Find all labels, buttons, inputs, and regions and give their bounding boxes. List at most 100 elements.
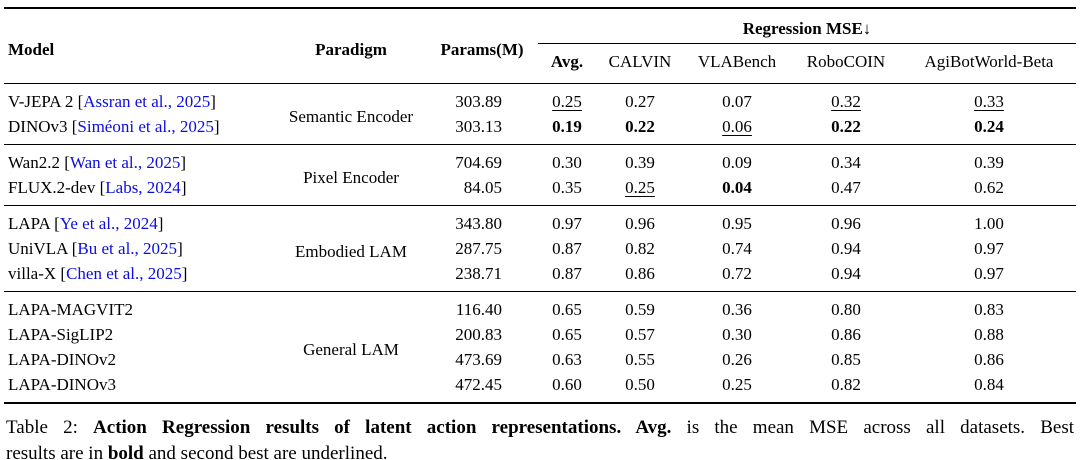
mse-avg-cell: 0.87 [552, 264, 582, 283]
mse-vlabench-cell: 0.30 [722, 325, 752, 344]
model-cell: LAPA-SigLIP2 [4, 322, 276, 347]
column-header-avg: Avg. [550, 52, 584, 71]
mse-robocoin-cell: 0.96 [831, 214, 861, 233]
model-cell: DINOv3 [Siméoni et al., 2025] [4, 114, 276, 145]
model-name: LAPA-DINOv3 [8, 375, 116, 394]
results-table: Model Paradigm Params(M) Regression MSE↓… [4, 7, 1077, 404]
mse-agibot-cell: 0.84 [974, 375, 1004, 394]
mse-vlabench-cell: 0.72 [722, 264, 752, 283]
table-row: LAPA-DINOv2 473.69 0.63 0.55 0.26 0.85 0… [4, 347, 1076, 372]
model-cell: Wan2.2 [Wan et al., 2025] [4, 145, 276, 176]
model-cell: LAPA-DINOv2 [4, 347, 276, 372]
table-row: UniVLA [Bu et al., 2025] 287.75 0.87 0.8… [4, 236, 1076, 261]
mse-vlabench-cell: 0.06 [722, 117, 752, 136]
table-row: FLUX.2-dev [Labs, 2024] 84.05 0.35 0.25 … [4, 175, 1076, 206]
mse-agibot-cell: 0.97 [974, 239, 1004, 258]
model-cell: villa-X [Chen et al., 2025] [4, 261, 276, 292]
mse-vlabench-cell: 0.09 [722, 153, 752, 172]
mse-calvin-cell: 0.96 [625, 214, 655, 233]
model-name: LAPA-SigLIP2 [8, 325, 114, 344]
mse-vlabench-cell: 0.36 [722, 300, 752, 319]
paradigm-cell: Pixel Encoder [303, 168, 399, 187]
caption-line-1: Table 2: Action Regression results of la… [6, 415, 1074, 441]
mse-avg-cell: 0.65 [552, 300, 582, 319]
caption-text: and second best are [143, 443, 302, 460]
mse-avg-cell: 0.19 [552, 117, 582, 136]
mse-agibot-cell: 0.97 [974, 264, 1004, 283]
column-header-agibotworld-beta: AgiBotWorld-Beta [924, 52, 1054, 71]
bracket-close: ] [210, 92, 216, 111]
mse-agibot-cell: 0.62 [974, 178, 1004, 197]
mse-vlabench-cell: 0.26 [722, 350, 752, 369]
model-name: FLUX.2-dev [ [8, 178, 106, 197]
column-header-regression-mse: Regression MSE↓ [538, 8, 1077, 44]
mse-avg-cell: 0.87 [552, 239, 582, 258]
table-row: villa-X [Chen et al., 2025] 238.71 0.87 … [4, 261, 1076, 292]
mse-robocoin-cell: 0.34 [831, 153, 861, 172]
bracket-close: ] [180, 178, 187, 197]
model-cell: FLUX.2-dev [Labs, 2024] [4, 175, 276, 206]
citation-link[interactable]: Assran et al., 2025 [83, 92, 211, 111]
table-row: LAPA-MAGVIT2 General LAM 116.40 0.65 0.5… [4, 291, 1077, 359]
mse-avg-cell: 0.60 [552, 375, 582, 394]
table-header: Model Paradigm Params(M) Regression MSE↓… [4, 8, 1077, 84]
params-cell: 343.80 [455, 214, 502, 233]
citation-link[interactable]: Labs, 2024 [105, 178, 181, 197]
model-cell: UniVLA [Bu et al., 2025] [4, 236, 276, 261]
caption-text: results are in [6, 443, 108, 460]
table-row: V-JEPA 2 [Assran et al., 2025] Semantic … [4, 83, 1077, 126]
mse-agibot-cell: 0.39 [974, 153, 1004, 172]
mse-robocoin-cell: 0.85 [831, 350, 861, 369]
bracket-close: ] [213, 117, 220, 136]
params-cell: 200.83 [455, 325, 502, 344]
model-name: Wan2.2 [ [8, 153, 70, 172]
mse-vlabench-cell: 0.95 [722, 214, 752, 233]
mse-calvin-cell: 0.25 [625, 178, 655, 197]
header-row-sub: Avg. CALVIN VLABench RoboCOIN AgiBotWorl… [4, 44, 1076, 84]
table-row: LAPA [Ye et al., 2024] Embodied LAM 343.… [4, 205, 1077, 261]
column-header-model: Model [8, 40, 55, 59]
mse-vlabench-cell: 0.04 [722, 178, 752, 197]
model-cell: LAPA-MAGVIT2 [4, 292, 276, 323]
caption-title-bold: Action Regression results of latent acti… [93, 417, 672, 438]
citation-link[interactable]: Bu et al., 2025 [77, 239, 178, 258]
mse-agibot-cell: 0.33 [974, 92, 1004, 111]
bracket-close: ] [181, 264, 188, 283]
params-cell: 473.69 [455, 350, 502, 369]
mse-calvin-cell: 0.50 [625, 375, 655, 394]
mse-avg-cell: 0.35 [552, 178, 582, 197]
mse-agibot-cell: 0.88 [974, 325, 1004, 344]
model-name: DINOv3 [ [8, 117, 78, 136]
mse-calvin-cell: 0.27 [625, 92, 655, 111]
column-header-calvin: CALVIN [608, 52, 672, 71]
mse-robocoin-cell: 0.80 [831, 300, 861, 319]
mse-agibot-cell: 0.86 [974, 350, 1004, 369]
table-caption: Table 2: Action Regression results of la… [6, 415, 1074, 460]
citation-link[interactable]: Chen et al., 2025 [66, 264, 182, 283]
mse-robocoin-cell: 0.86 [831, 325, 861, 344]
caption-text: is the mean MSE across all datasets. Bes… [671, 417, 1074, 438]
params-cell: 303.13 [455, 117, 502, 136]
citation-link[interactable]: Ye et al., 2024 [59, 214, 158, 233]
model-name: UniVLA [ [8, 239, 78, 258]
citation-link[interactable]: Wan et al., 2025 [69, 153, 181, 172]
mse-calvin-cell: 0.22 [625, 117, 655, 136]
params-cell: 116.40 [455, 300, 502, 319]
caption-underlined-word: underlined [301, 443, 383, 460]
citation-link[interactable]: Siméoni et al., 2025 [77, 117, 214, 136]
mse-agibot-cell: 0.24 [974, 117, 1004, 136]
table-row: DINOv3 [Siméoni et al., 2025] 303.13 0.1… [4, 114, 1076, 145]
table-row: Wan2.2 [Wan et al., 2025] Pixel Encoder … [4, 144, 1077, 187]
paradigm-cell: Semantic Encoder [288, 107, 414, 126]
mse-robocoin-cell: 0.22 [831, 117, 861, 136]
mse-calvin-cell: 0.82 [625, 239, 655, 258]
paradigm-cell: Embodied LAM [295, 241, 407, 261]
model-name: villa-X [ [8, 264, 67, 283]
column-header-params: Params(M) [440, 40, 524, 59]
mse-avg-cell: 0.25 [552, 92, 582, 111]
params-cell: 84.05 [463, 178, 502, 197]
caption-bold-word: bold [107, 443, 144, 460]
mse-avg-cell: 0.30 [552, 153, 582, 172]
mse-vlabench-cell: 0.07 [722, 92, 752, 111]
